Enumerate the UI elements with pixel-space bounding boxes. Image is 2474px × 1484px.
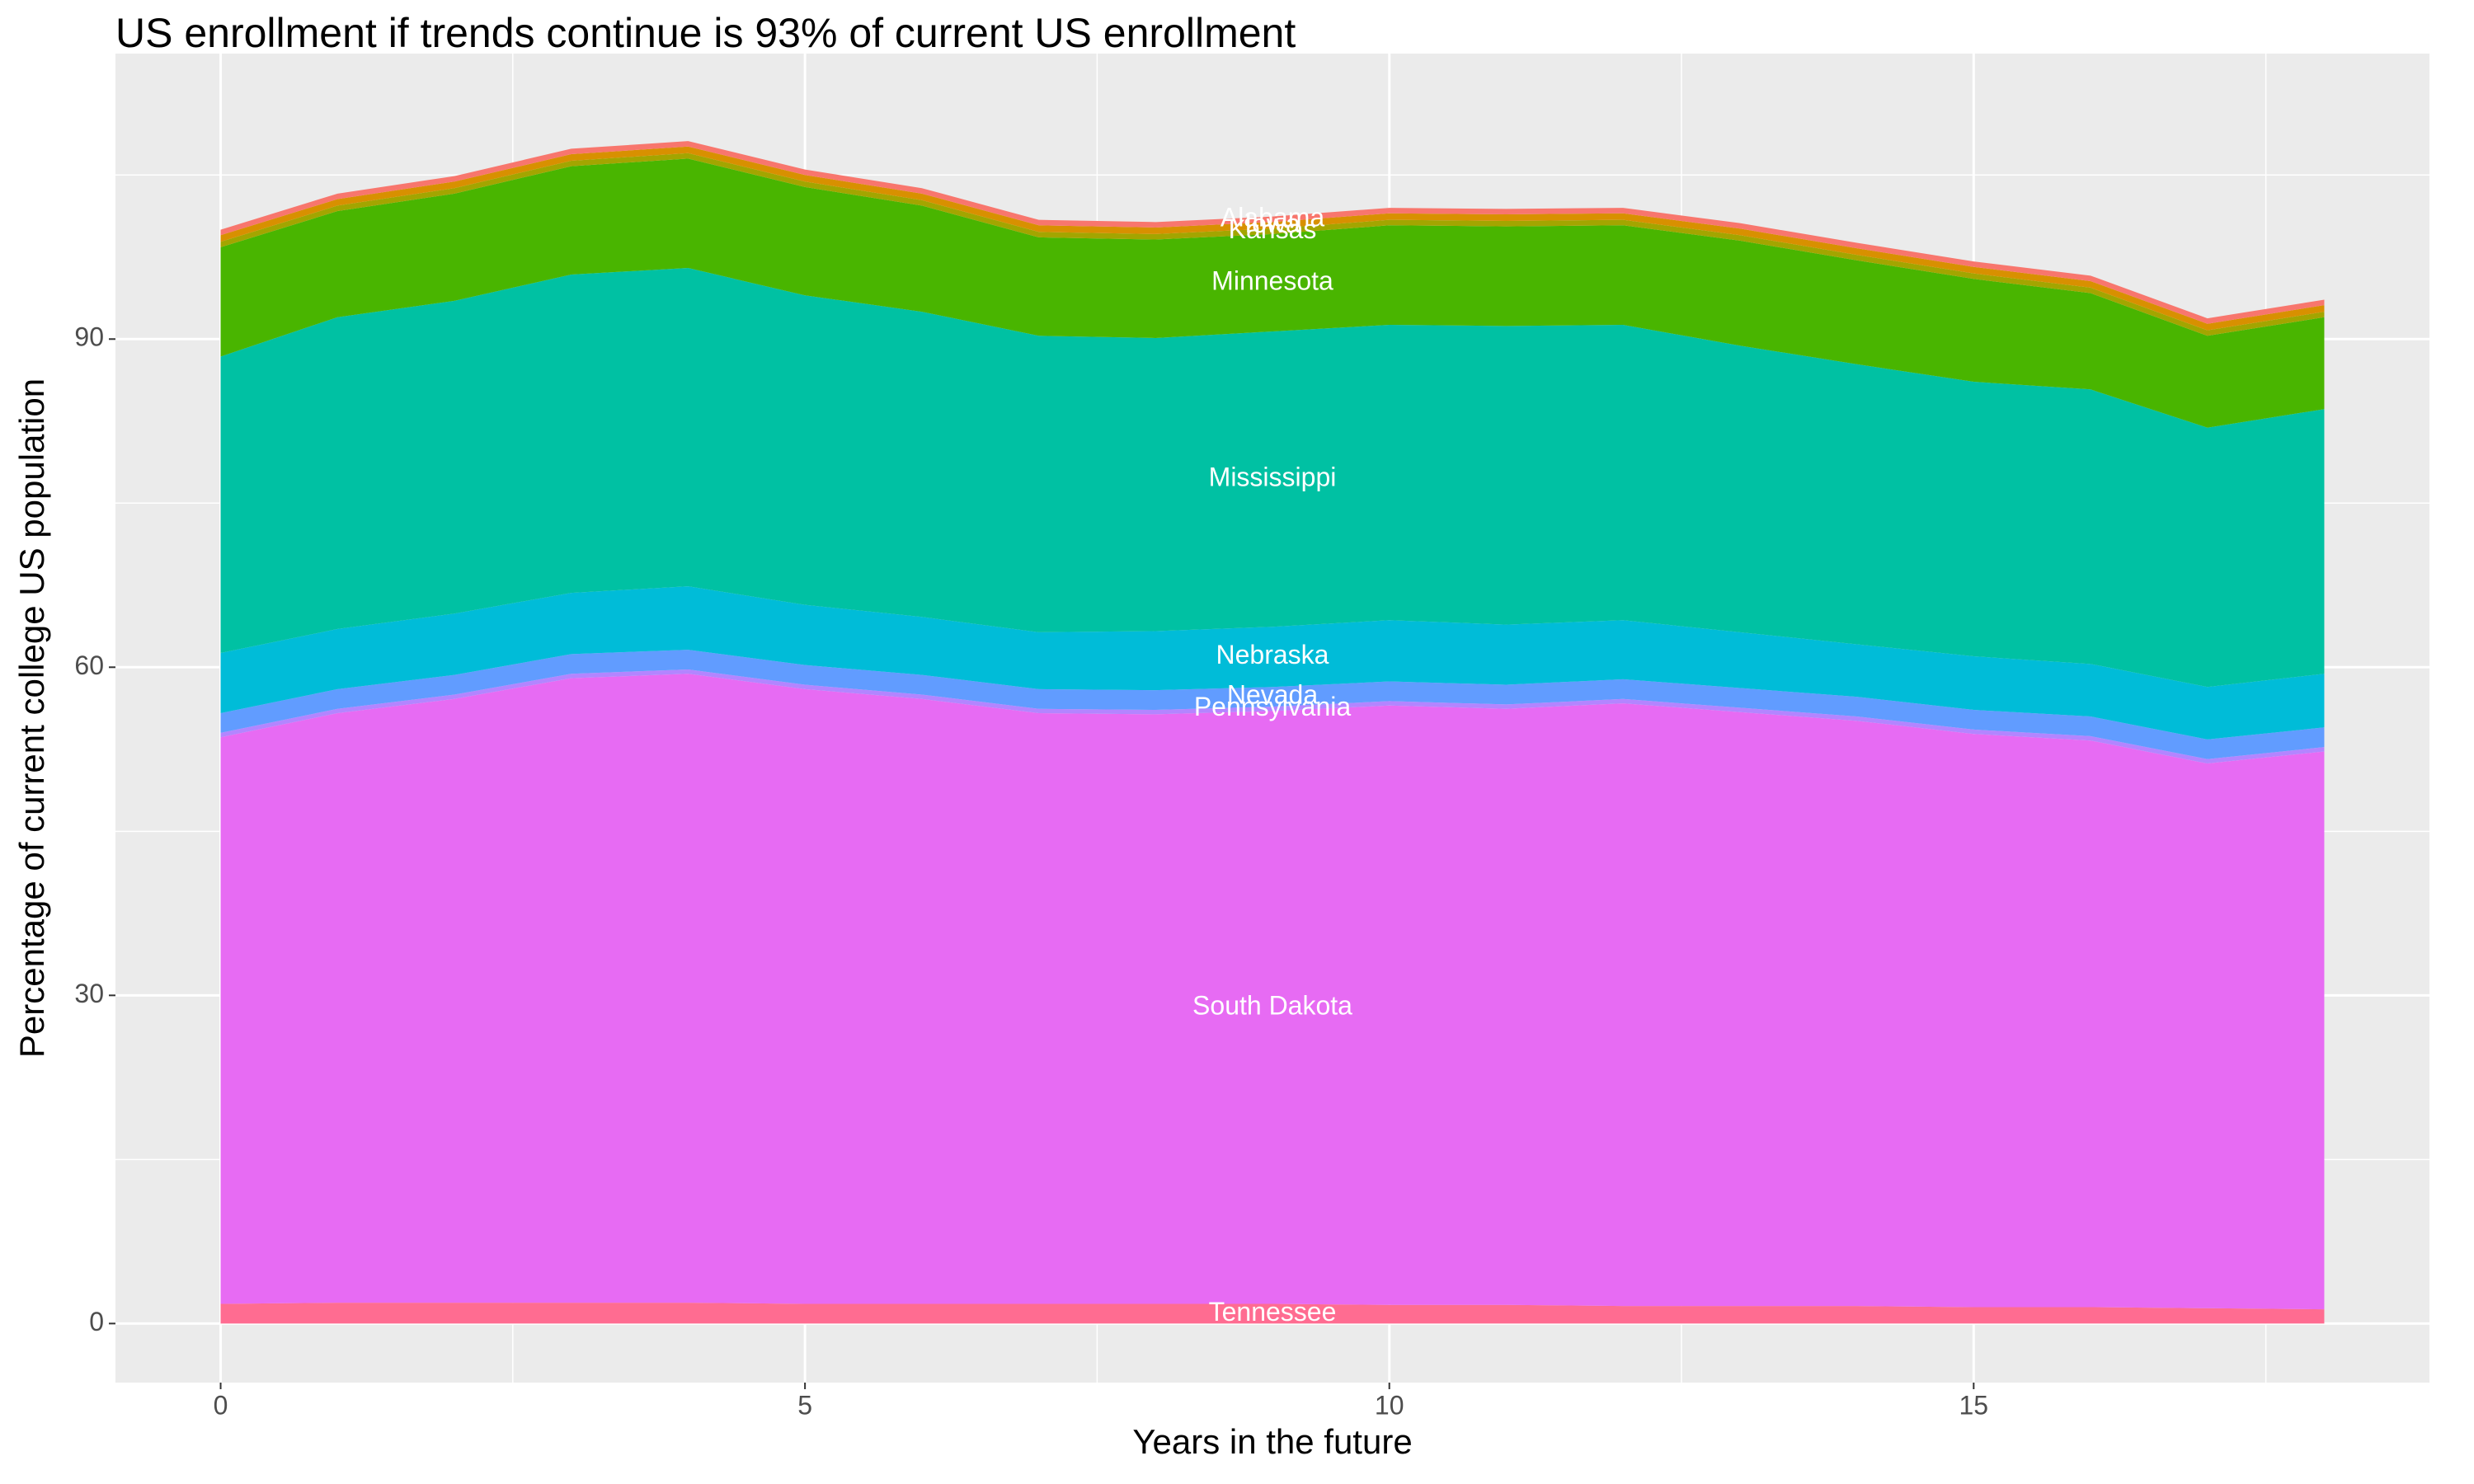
area-label: South Dakota bbox=[1192, 990, 1352, 1020]
area bbox=[220, 1303, 2325, 1324]
x-axis-title: Years in the future bbox=[1132, 1422, 1412, 1461]
y-tick-label: 90 bbox=[74, 322, 104, 352]
area-label: Pennsylvania bbox=[1194, 692, 1352, 721]
chart-title: US enrollment if trends continue is 93% … bbox=[115, 10, 1296, 56]
y-tick-label: 30 bbox=[74, 979, 104, 1008]
area bbox=[220, 158, 2325, 428]
area-label: Mississippi bbox=[1209, 463, 1337, 492]
y-tick-label: 0 bbox=[89, 1307, 104, 1336]
area-label: Tennessee bbox=[1209, 1297, 1337, 1327]
x-tick-label: 5 bbox=[797, 1390, 812, 1420]
area bbox=[220, 674, 2325, 1310]
area bbox=[220, 650, 2325, 759]
y-axis-title: Percentage of current college US populat… bbox=[12, 378, 51, 1058]
area-label: Nebraska bbox=[1216, 640, 1329, 669]
area-label: Alabama bbox=[1221, 202, 1325, 232]
areas bbox=[220, 141, 2325, 1324]
x-tick-label: 0 bbox=[214, 1390, 228, 1420]
x-tick-label: 10 bbox=[1375, 1390, 1404, 1420]
axes: 0 30 60 90 0 5 10 15 bbox=[74, 322, 1988, 1421]
area-label: Iowa bbox=[1244, 209, 1300, 238]
area bbox=[220, 586, 2325, 740]
area-label: Kansas bbox=[1229, 214, 1317, 244]
y-tick-label: 60 bbox=[74, 650, 104, 680]
area bbox=[220, 268, 2325, 688]
x-tick-label: 15 bbox=[1959, 1390, 1989, 1420]
area-label: Minnesota bbox=[1211, 265, 1333, 295]
area-label: Nevada bbox=[1227, 680, 1319, 710]
